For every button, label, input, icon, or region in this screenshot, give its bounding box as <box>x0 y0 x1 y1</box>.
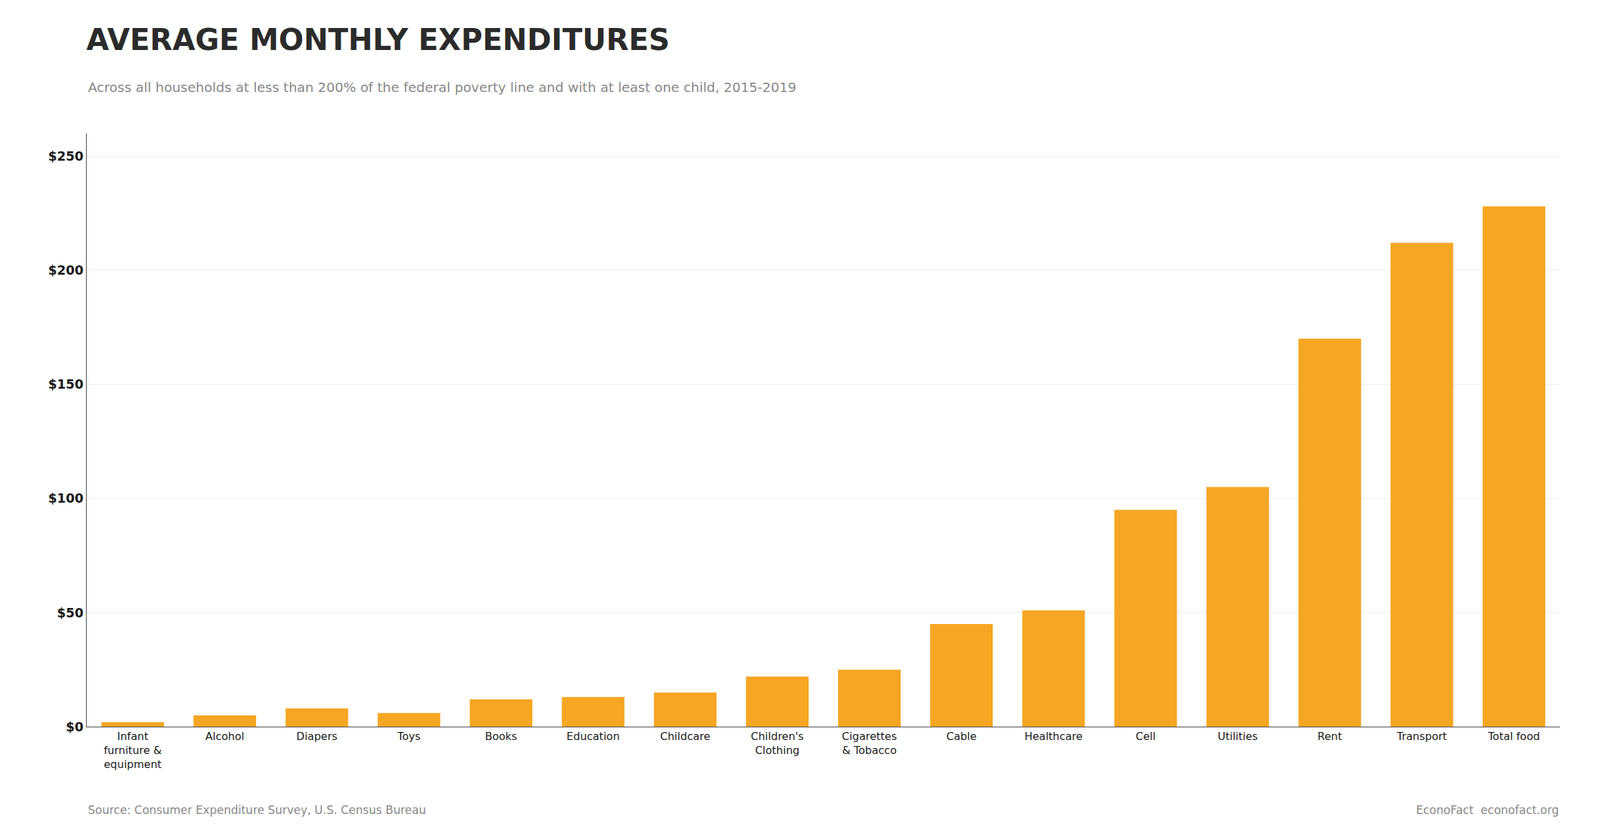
svg-text:Children'sClothing: Children'sClothing <box>750 730 804 757</box>
svg-text:AVERAGE MONTHLY EXPENDITURES: AVERAGE MONTHLY EXPENDITURES <box>86 22 670 57</box>
svg-text:Utilities: Utilities <box>1217 730 1258 743</box>
svg-text:Rent: Rent <box>1317 730 1342 743</box>
svg-text:$250: $250 <box>48 148 84 164</box>
svg-text:Infantfurniture &equipment: Infantfurniture &equipment <box>104 730 162 771</box>
svg-text:EconoFact econofact.org: EconoFact econofact.org <box>1416 803 1559 817</box>
svg-text:$200: $200 <box>48 262 84 278</box>
svg-text:Healthcare: Healthcare <box>1024 730 1083 743</box>
svg-text:Toys: Toys <box>396 730 421 743</box>
svg-text:$150: $150 <box>48 376 84 392</box>
svg-text:Cable: Cable <box>946 730 976 743</box>
svg-text:Books: Books <box>484 730 517 743</box>
svg-text:Alcohol: Alcohol <box>205 730 244 743</box>
svg-text:Total food: Total food <box>1487 730 1540 743</box>
svg-text:Cigarettes& Tobacco: Cigarettes& Tobacco <box>842 730 897 757</box>
svg-text:Transport: Transport <box>1396 730 1447 743</box>
svg-text:Source: Consumer Expenditure S: Source: Consumer Expenditure Survey, U.S… <box>88 803 426 817</box>
svg-text:$50: $50 <box>57 605 84 620</box>
svg-text:Across all households at less: Across all households at less than 200% … <box>88 79 796 96</box>
svg-text:$100: $100 <box>48 490 84 506</box>
svg-text:Cell: Cell <box>1135 730 1156 743</box>
svg-text:Childcare: Childcare <box>660 730 710 743</box>
svg-text:Diapers: Diapers <box>296 730 338 743</box>
svg-text:Education: Education <box>566 730 620 743</box>
svg-text:$0: $0 <box>66 719 84 734</box>
